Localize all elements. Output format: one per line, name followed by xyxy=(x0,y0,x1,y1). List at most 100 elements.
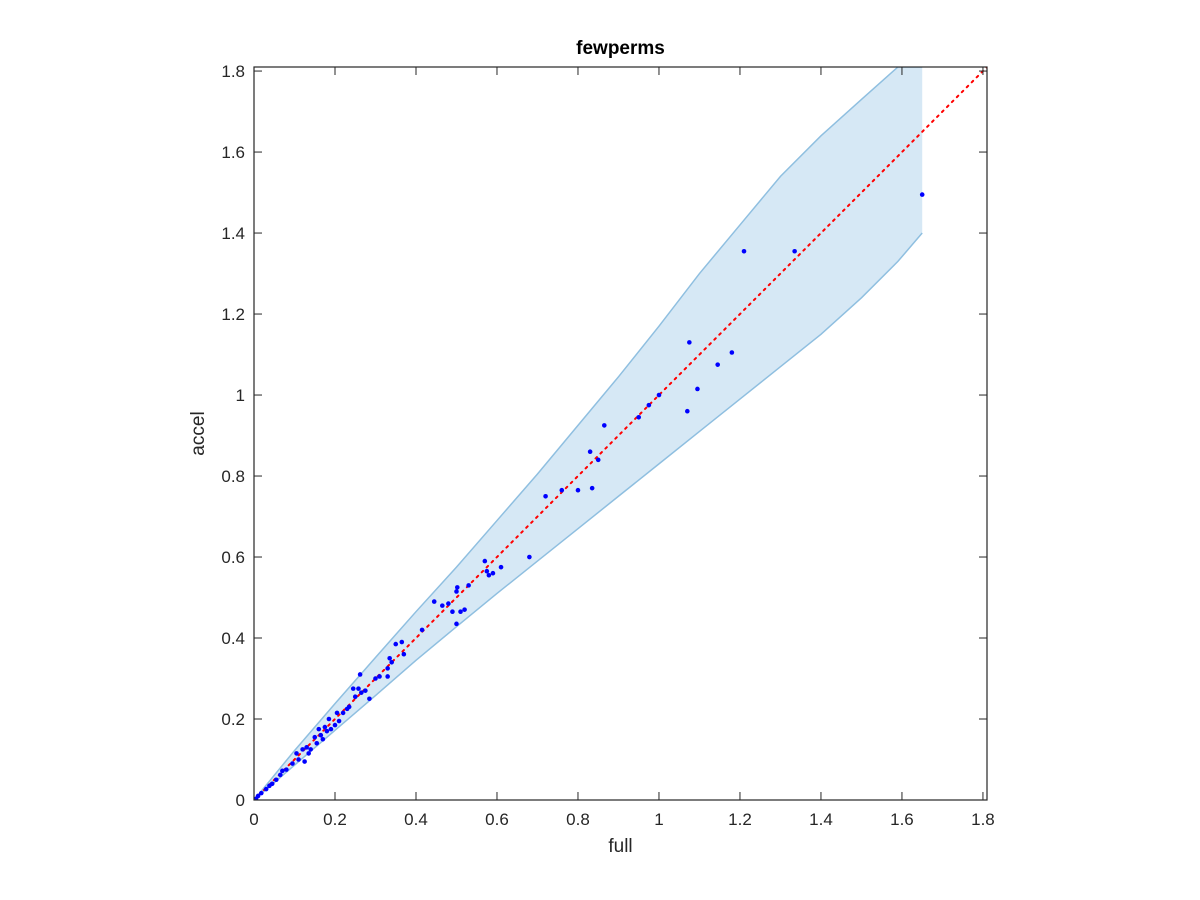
x-tick-label: 1 xyxy=(654,810,663,829)
y-tick-label: 0.8 xyxy=(221,467,245,486)
y-tick-label: 0 xyxy=(236,791,245,810)
data-point xyxy=(393,641,399,647)
data-point xyxy=(401,651,407,657)
data-point xyxy=(385,666,390,671)
data-point xyxy=(454,585,460,590)
data-point xyxy=(559,487,565,493)
y-tick-label: 1.2 xyxy=(221,305,245,324)
data-point xyxy=(419,627,425,633)
data-point xyxy=(792,248,797,254)
data-point xyxy=(589,485,595,491)
data-point xyxy=(273,777,279,783)
y-tick-label: 1.8 xyxy=(221,62,245,81)
y-axis-label: accel xyxy=(188,411,209,455)
data-point xyxy=(450,609,455,614)
axes: 0 0.2 0.4 0.6 0.8 1 1.2 1.4 1.6 1.8 0 0.2 0.4 0.6 0.8 1… xyxy=(221,62,994,829)
data-point xyxy=(385,674,390,679)
data-point xyxy=(263,786,269,792)
x-tick-label: 0 xyxy=(249,810,258,829)
data-point xyxy=(387,655,392,661)
axes-box xyxy=(253,66,988,801)
data-point xyxy=(363,688,368,693)
data-point xyxy=(595,457,601,463)
data-point xyxy=(575,487,581,493)
chart-title: fewperms xyxy=(576,38,665,59)
data-point xyxy=(458,609,463,614)
data-point xyxy=(729,350,735,355)
data-point xyxy=(314,741,320,746)
data-point xyxy=(296,757,301,762)
data-point xyxy=(255,793,261,799)
data-point xyxy=(486,572,492,578)
data-point xyxy=(326,716,332,722)
y-tick-label: 0.6 xyxy=(221,548,245,567)
data-point xyxy=(685,408,690,414)
data-point xyxy=(316,726,322,732)
x-tick-label: 0.6 xyxy=(485,810,509,829)
y-tick-label: 1.4 xyxy=(221,224,245,243)
data-point xyxy=(302,759,307,764)
data-point xyxy=(367,696,372,702)
reference-line xyxy=(254,67,987,800)
data-point xyxy=(328,726,334,732)
data-point xyxy=(466,583,471,588)
data-point xyxy=(715,362,720,367)
data-point xyxy=(431,599,437,604)
y-tick-label: 1.6 xyxy=(221,143,245,162)
data-point xyxy=(308,747,313,752)
data-point xyxy=(320,736,326,742)
data-point xyxy=(454,589,459,594)
data-point xyxy=(258,790,264,796)
data-point xyxy=(294,751,299,756)
data-point xyxy=(269,781,275,787)
x-tick-label: 1.8 xyxy=(971,810,995,829)
x-tick-label: 1.6 xyxy=(890,810,914,829)
data-point xyxy=(357,672,363,677)
data-point xyxy=(306,751,311,756)
data-point xyxy=(446,601,451,606)
data-point xyxy=(462,607,467,612)
x-tick-label: 0.2 xyxy=(323,810,347,829)
data-point xyxy=(336,718,342,724)
data-point xyxy=(346,704,352,710)
x-tick-label: 1.4 xyxy=(809,810,833,829)
data-point xyxy=(278,772,283,778)
data-point xyxy=(695,386,700,392)
x-axis-label: full xyxy=(608,836,632,857)
data-point xyxy=(741,248,747,254)
data-point xyxy=(324,728,330,734)
band-lower-edge xyxy=(254,232,923,800)
data-point xyxy=(322,724,328,730)
y-tick-label: 0.4 xyxy=(221,629,245,648)
data-point xyxy=(377,674,382,679)
data-point xyxy=(290,761,295,766)
x-tick-label: 0.8 xyxy=(566,810,590,829)
data-point xyxy=(527,554,532,560)
y-tick-label: 1 xyxy=(236,386,245,405)
data-point xyxy=(602,423,607,428)
data-point xyxy=(646,402,652,408)
data-point xyxy=(543,493,548,499)
data-point xyxy=(312,734,318,740)
data-point xyxy=(490,570,496,576)
confidence-band xyxy=(254,67,923,800)
x-tick-label: 0.4 xyxy=(404,810,428,829)
data-point xyxy=(340,710,346,716)
data-point xyxy=(919,192,925,197)
band-upper-edge xyxy=(254,67,923,800)
data-point xyxy=(389,660,394,665)
data-point xyxy=(332,722,338,728)
data-point xyxy=(304,745,309,750)
x-tick-label: 1.2 xyxy=(728,810,752,829)
data-point xyxy=(284,767,289,772)
data-point xyxy=(334,710,340,716)
plot-area xyxy=(254,67,987,800)
data-point xyxy=(498,564,504,570)
data-point xyxy=(440,603,445,608)
data-point xyxy=(318,732,324,738)
data-point xyxy=(399,639,405,645)
data-point xyxy=(687,340,692,345)
data-point xyxy=(352,694,358,700)
data-point xyxy=(454,621,459,627)
